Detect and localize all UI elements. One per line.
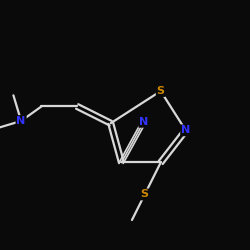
Text: S: S: [141, 190, 149, 200]
Text: N: N: [181, 125, 190, 135]
Text: S: S: [157, 86, 165, 96]
Text: N: N: [139, 117, 148, 127]
Text: N: N: [16, 116, 26, 126]
